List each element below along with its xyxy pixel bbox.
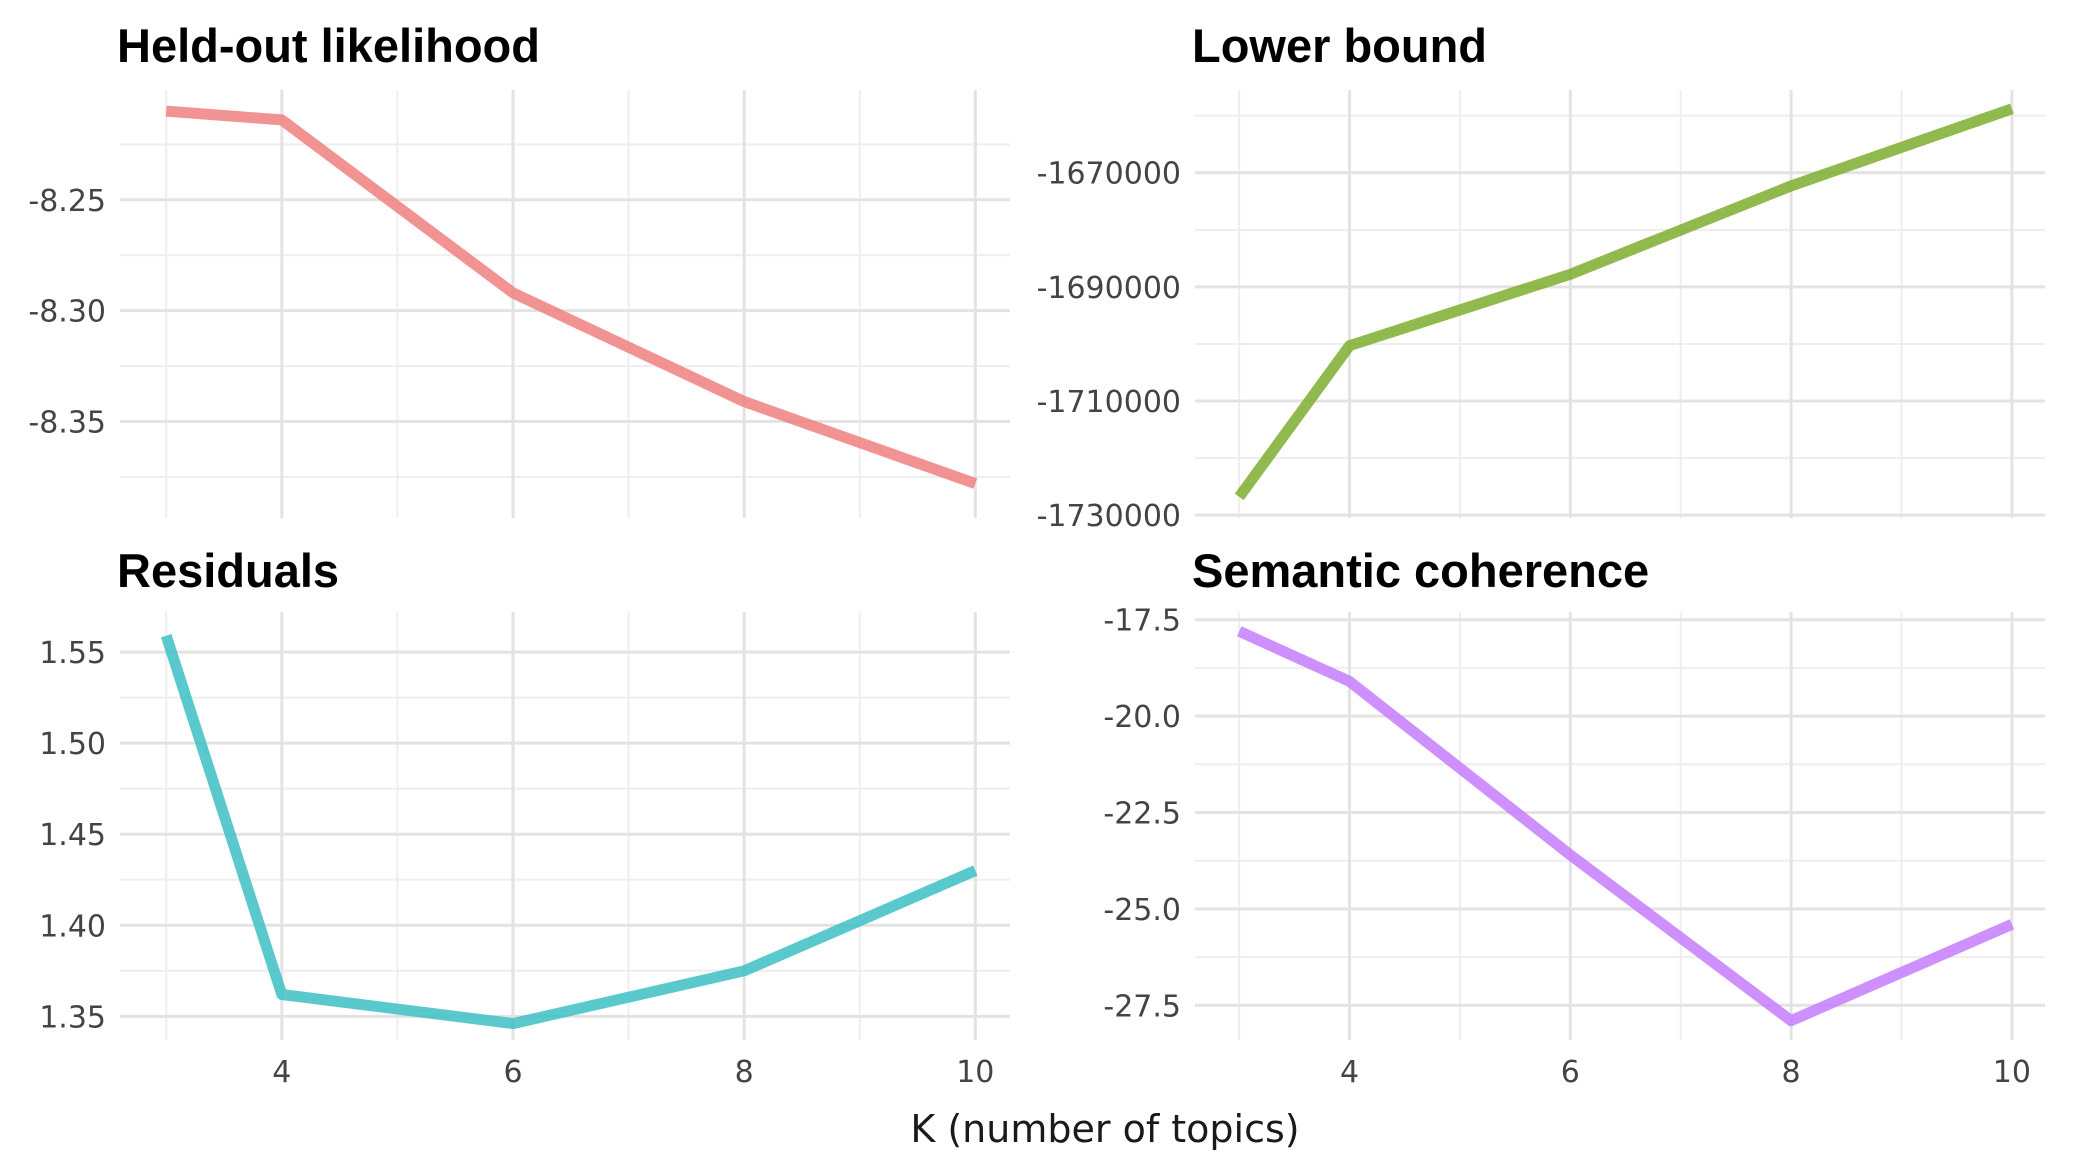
data-point xyxy=(1346,677,1354,685)
data-point xyxy=(2008,105,2016,113)
data-point xyxy=(509,289,517,297)
y-tick-label: -27.5 xyxy=(1103,989,1181,1024)
panel-title: Lower bound xyxy=(1192,19,1487,72)
data-point xyxy=(740,398,748,406)
x-tick-label: 10 xyxy=(1993,1055,2031,1090)
y-tick-label: -22.5 xyxy=(1103,797,1181,832)
data-point xyxy=(740,967,748,975)
data-point xyxy=(971,867,979,875)
y-tick-label: -1690000 xyxy=(1037,271,1181,306)
y-tick-label: 1.35 xyxy=(39,1000,106,1035)
y-tick-label: -8.25 xyxy=(28,184,106,219)
panel-held-out-likelihood: -8.25 -8.30 -8.35 Held-out likelihood xyxy=(28,19,1010,518)
panel-lower-bound: -1670000 -1690000 -1710000 -1730000 Lower bo… xyxy=(1037,19,2045,534)
data-point xyxy=(162,632,170,640)
data-point xyxy=(1787,182,1795,190)
y-tick-label: 1.45 xyxy=(39,818,106,853)
data-point xyxy=(278,116,286,124)
series-line-lower-bound xyxy=(1234,103,2014,501)
series-line-residuals xyxy=(160,634,978,1030)
y-tick-label: -1670000 xyxy=(1037,157,1181,192)
y-tick-label: -25.0 xyxy=(1103,893,1181,928)
data-point xyxy=(1235,493,1243,501)
data-point xyxy=(1346,342,1354,350)
y-tick-label: -1730000 xyxy=(1037,499,1181,534)
y-tick-label: -17.5 xyxy=(1103,604,1181,639)
data-point xyxy=(1235,627,1243,635)
data-point xyxy=(509,1020,517,1028)
y-tick-label: -8.35 xyxy=(28,406,106,441)
y-tick-label: -8.30 xyxy=(28,295,106,330)
panel-semantic-coherence: -17.5 -20.0 -22.5 -25.0 -27.5 4 6 8 10 Semantic c… xyxy=(1103,544,2045,1090)
panel-title: Held-out likelihood xyxy=(117,19,540,72)
x-tick-label: 6 xyxy=(503,1055,522,1090)
x-tick-label: 8 xyxy=(735,1055,754,1090)
data-point xyxy=(1566,851,1574,859)
y-tick-label: 1.50 xyxy=(39,727,106,762)
panel-title: Residuals xyxy=(117,544,339,597)
y-tick-label: -20.0 xyxy=(1103,700,1181,735)
series-line-held-out-likelihood xyxy=(165,105,978,489)
x-axis-title: K (number of topics) xyxy=(910,1107,1299,1151)
data-point xyxy=(1566,270,1574,278)
y-tick-label: 1.55 xyxy=(39,636,106,671)
panel-residuals: 1.55 1.50 1.45 1.40 1.35 4 6 8 10 Residuals xyxy=(39,544,1010,1090)
x-tick-label: 4 xyxy=(272,1055,291,1090)
series-line-semantic-coherence xyxy=(1236,626,2015,1027)
x-tick-label: 10 xyxy=(956,1055,994,1090)
data-point xyxy=(162,107,170,115)
data-point xyxy=(278,990,286,998)
x-tick-label: 6 xyxy=(1561,1055,1580,1090)
x-tick-label: 4 xyxy=(1340,1055,1359,1090)
y-tick-label: -1710000 xyxy=(1037,385,1181,420)
data-point xyxy=(971,480,979,488)
panel-title: Semantic coherence xyxy=(1192,544,1649,597)
data-point xyxy=(2008,920,2016,928)
data-point xyxy=(1787,1017,1795,1025)
x-tick-label: 8 xyxy=(1782,1055,1801,1090)
y-tick-label: 1.40 xyxy=(39,909,106,944)
